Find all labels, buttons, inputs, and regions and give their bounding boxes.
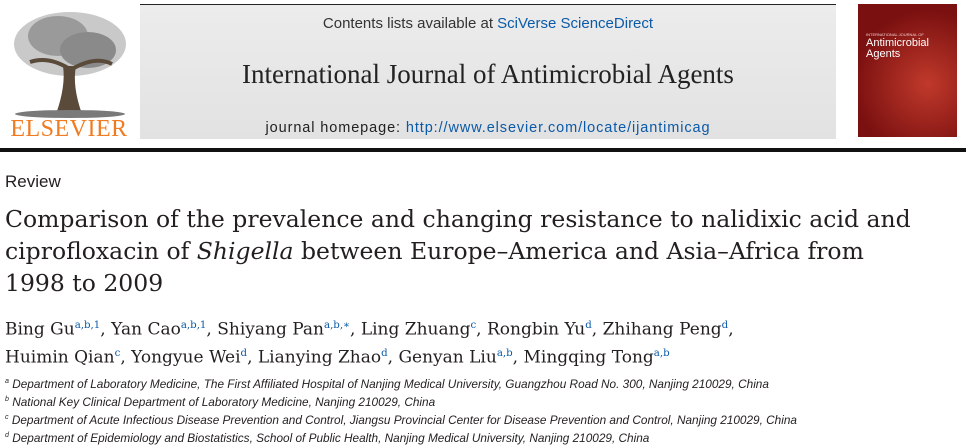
affiliation-text: Department of Epidemiology and Biostatis… — [12, 431, 650, 446]
title-line: 1998 to 2009 — [5, 267, 911, 299]
affiliation-mark: d — [5, 431, 9, 440]
author-separator: , — [350, 319, 356, 340]
sciencedirect-link[interactable]: SciVerse ScienceDirect — [497, 15, 654, 32]
cover-title: Antimicrobial Agents — [866, 37, 929, 60]
affiliation: d Department of Epidemiology and Biostat… — [5, 428, 797, 446]
cover-small-text: INTERNATIONAL JOURNAL OF — [866, 32, 924, 37]
author-separator: , — [591, 319, 598, 340]
author-affil-mark: d — [585, 320, 592, 331]
contents-line: Contents lists available at SciVerse Sci… — [140, 15, 836, 32]
affiliations: a Department of Laboratory Medicine, The… — [5, 374, 797, 447]
title-part: ciprofloxacin of — [5, 237, 197, 265]
author-list: Bing Gua,b,1, Yan Caoa,b,1, Shiyang Pana… — [5, 314, 734, 369]
title-line: Comparison of the prevalence and changin… — [5, 203, 911, 235]
homepage-link[interactable]: http://www.elsevier.com/locate/ijantimic… — [405, 120, 711, 136]
author-name: Yan Cao — [111, 319, 181, 340]
affiliation-text: National Key Clinical Department of Labo… — [12, 395, 436, 410]
article-title: Comparison of the prevalence and changin… — [5, 203, 911, 299]
affiliation: a Department of Laboratory Medicine, The… — [5, 374, 797, 392]
author-name: Lianying Zhao — [257, 347, 382, 368]
journal-title: International Journal of Antimicrobial A… — [242, 59, 734, 89]
author-affil-mark: a,b,∗ — [324, 320, 350, 331]
affiliation-mark: a — [5, 377, 9, 385]
article-type: Review — [5, 172, 61, 191]
homepage-line: journal homepage: http://www.elsevier.co… — [140, 120, 836, 136]
author-affil-mark: a,b,1 — [180, 320, 207, 331]
publisher-logo — [8, 6, 132, 118]
affiliation-text: Department of Laboratory Medicine, The F… — [12, 376, 769, 391]
author-separator: , — [476, 319, 482, 340]
homepage-label: journal homepage: — [265, 120, 406, 136]
author-affil-mark: c — [114, 347, 121, 359]
affiliation: c Department of Acute Infectious Disease… — [5, 410, 797, 428]
author-name: Genyan Liu — [398, 347, 497, 368]
author-name: Ling Zhuang — [360, 319, 471, 340]
author-line: Huimin Qianc, Yongyue Weid, Lianying Zha… — [5, 342, 734, 370]
author-affil-mark: a,b — [653, 347, 670, 359]
affiliation-text: Department of Acute Infectious Disease P… — [11, 413, 797, 428]
author-name: Zhihang Peng — [602, 319, 722, 340]
author-name: Rongbin Yu — [486, 319, 586, 340]
journal-cover: INTERNATIONAL JOURNAL OF Antimicrobial A… — [858, 4, 957, 137]
author-separator: , — [120, 347, 126, 368]
author-affil-mark: c — [470, 320, 477, 331]
publisher: ELSEVIER — [10, 116, 128, 142]
title-line: ciprofloxacin of Shigella between Europe… — [5, 235, 911, 267]
author-separator: , — [247, 347, 253, 368]
author-affil-mark: d — [240, 347, 248, 359]
author-separator: , — [206, 319, 212, 340]
affiliation-mark: b — [5, 395, 9, 404]
author-name: Shiyang Pan — [217, 319, 324, 340]
journal-banner: Contents lists available at SciVerse Sci… — [140, 4, 836, 139]
author-affil-mark: a,b — [496, 347, 513, 359]
author-name: Yongyue Wei — [131, 347, 241, 368]
header-rule — [0, 148, 966, 152]
title-part: Shigella — [196, 237, 294, 265]
author-affil-mark: d — [721, 320, 729, 331]
affiliation: b National Key Clinical Department of La… — [5, 392, 797, 410]
author-affil-mark: a,b,1 — [74, 320, 101, 331]
title-part: between Europe–America and Asia–Africa f… — [293, 237, 864, 265]
author-separator: , — [100, 319, 106, 340]
title-part: Comparison of the prevalence and changin… — [5, 205, 911, 233]
author-separator: , — [728, 319, 734, 340]
author-affil-mark: d — [381, 347, 388, 359]
author-name: Mingqing Tong — [523, 347, 654, 368]
author-line: Bing Gua,b,1, Yan Caoa,b,1, Shiyang Pana… — [5, 314, 734, 342]
author-separator: , — [387, 347, 394, 368]
author-separator: , — [512, 347, 519, 368]
title-part: 1998 to 2009 — [5, 269, 164, 297]
contents-prefix: Contents lists available at — [322, 15, 498, 32]
author-name: Huimin Qian — [5, 347, 115, 368]
author-name: Bing Gu — [5, 319, 75, 340]
affiliation-mark: c — [5, 413, 9, 422]
